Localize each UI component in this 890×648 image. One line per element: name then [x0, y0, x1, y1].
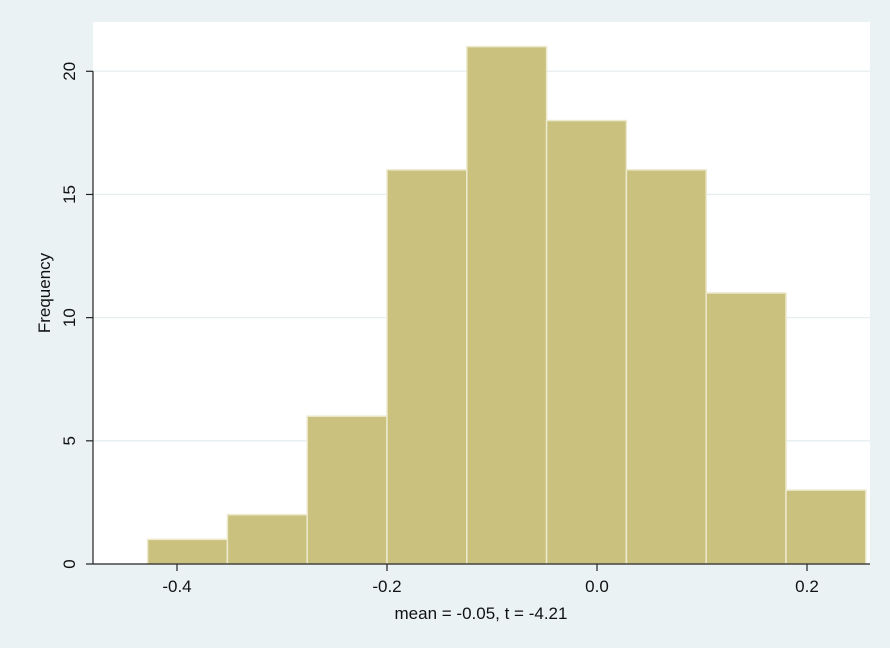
histogram-bar — [386, 169, 468, 565]
histogram-bar — [625, 169, 707, 565]
x-tick-label: 0.0 — [585, 577, 609, 596]
histogram-bar — [306, 415, 388, 565]
bars — [146, 45, 867, 565]
axes: 0 5 10 15 20 -0.4 -0.2 0.0 0.2 — [60, 62, 870, 596]
histogram-bar — [785, 489, 867, 565]
histogram-bar — [705, 292, 787, 565]
y-tick-label: 5 — [60, 436, 79, 445]
y-axis-title: Frequency — [35, 252, 54, 333]
x-tick-label: -0.4 — [162, 577, 191, 596]
x-axis-title: mean = -0.05, t = -4.21 — [395, 604, 568, 623]
x-tick-label: 0.2 — [795, 577, 819, 596]
x-tick-label: -0.2 — [372, 577, 401, 596]
histogram-bar — [146, 538, 229, 565]
y-tick-label: 10 — [60, 308, 79, 327]
y-tick-label: 0 — [60, 559, 79, 568]
histogram-bar — [545, 119, 628, 565]
histogram-bar — [466, 45, 548, 565]
y-tick-label: 15 — [60, 185, 79, 204]
histogram-bar — [226, 513, 308, 565]
y-tick-label: 20 — [60, 62, 79, 81]
